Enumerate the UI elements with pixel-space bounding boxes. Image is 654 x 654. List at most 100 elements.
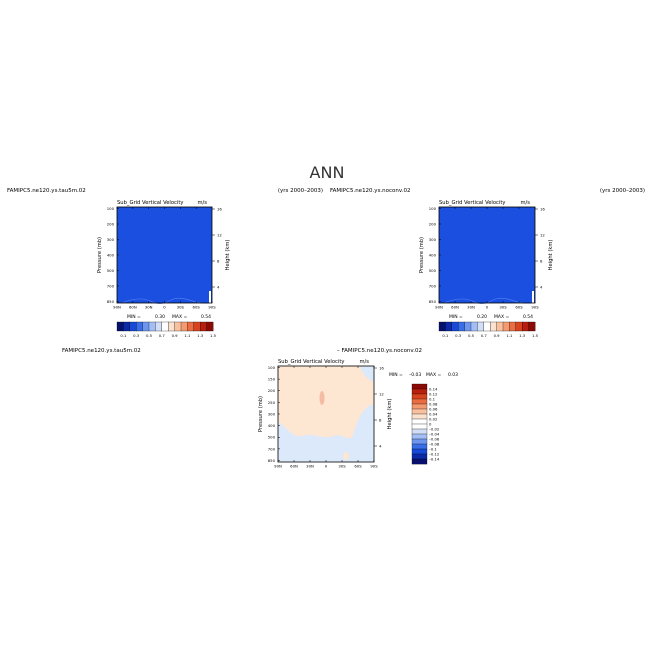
colorbar-label: –0.1	[429, 446, 438, 451]
colorbar-swatch	[515, 321, 523, 332]
y-axis-right-label: Height (km)	[387, 399, 393, 430]
max-label: MAX =	[426, 372, 441, 378]
colorbar-swatch	[411, 433, 428, 440]
colorbar-label: 0.9	[172, 333, 179, 338]
colorbar-label: 0.02	[429, 416, 438, 421]
y-right-tick-label: 8	[379, 417, 382, 422]
colorbar-swatch	[445, 321, 453, 332]
colorbar-label: 1.3	[197, 333, 204, 338]
colorbar-label: –0.08	[429, 441, 440, 446]
y-tick-label: 500	[429, 268, 437, 273]
y-tick-label: 300	[107, 237, 115, 242]
y-tick-label: 100	[268, 365, 276, 370]
max-value: 0.54	[523, 314, 533, 320]
years-label: (yrs 2000–2003)	[278, 188, 323, 194]
colorbar-label: 0.1	[120, 333, 127, 338]
colorbar-swatch	[509, 321, 517, 332]
colorbar-label: 0.12	[429, 391, 438, 396]
colorbar-swatch	[116, 321, 124, 332]
colorbar-label: 0.1	[429, 396, 436, 401]
x-tick-label: 90S	[370, 464, 378, 469]
colorbar-swatch	[142, 321, 150, 332]
x-tick-label: 60S	[354, 464, 362, 469]
y-tick-label: 500	[268, 435, 276, 440]
units-label: m/s	[197, 200, 207, 206]
colorbar-swatch	[206, 321, 214, 332]
y-right-tick-label: 12	[540, 232, 545, 237]
colorbar-swatch	[522, 321, 529, 332]
colorbar-label: 1.5	[532, 333, 539, 338]
colorbar-swatch	[458, 321, 465, 332]
colorbar-swatch	[477, 321, 485, 332]
colorbar-label: 0.3	[133, 333, 140, 338]
y-right-tick-label: 4	[217, 284, 220, 289]
max-label: MAX =	[494, 314, 509, 320]
years-label: (yrs 2000–2003)	[600, 188, 645, 194]
figure-title: ANN	[310, 163, 345, 182]
x-tick-label: 90N	[435, 305, 443, 310]
colorbar-swatch	[411, 408, 428, 415]
colorbar-swatch	[411, 443, 428, 450]
min-label: MIN =	[127, 314, 141, 320]
colorbar-swatch	[411, 413, 428, 420]
y-tick-label: 200	[429, 221, 437, 226]
case-label: FAMIPC5.ne120.ys.tau5m.02	[7, 188, 86, 194]
y-right-tick-label: 12	[217, 232, 222, 237]
colorbar-label: 1.1	[506, 333, 513, 338]
chart-panel-3: FAMIPC5.ne120.ys.tau5m.02 – FAMIPC5.ne120…	[62, 348, 458, 469]
high-lat-strip	[209, 291, 211, 303]
colorbar-swatch	[411, 393, 428, 400]
x-tick-label: 90S	[531, 305, 539, 310]
chart-panel-1: FAMIPC5.ne120.ys.tau5m.02 (yrs 2000–2003)…	[7, 188, 323, 338]
colorbar-swatch	[123, 321, 131, 332]
colorbar-swatch	[129, 321, 137, 332]
x-tick-label: 60N	[129, 305, 137, 310]
case-label: FAMIPC5.ne120.ys.noconv.02	[330, 188, 410, 194]
x-tick-label: 0	[163, 305, 166, 310]
colorbar-label: 1.5	[210, 333, 217, 338]
panels-group: FAMIPC5.ne120.ys.tau5m.02 (yrs 2000–2003)…	[7, 188, 645, 469]
y-right-tick-label: 16	[540, 206, 545, 211]
colorbar-label: 0.14	[429, 386, 438, 391]
max-value: 0.54	[201, 314, 211, 320]
colorbar-label: –0.14	[429, 456, 440, 461]
chart-panel-2: FAMIPC5.ne120.ys.noconv.02 (yrs 2000–2003…	[330, 188, 645, 338]
colorbar-label: 0.9	[494, 333, 501, 338]
x-tick-label: 0	[486, 305, 489, 310]
colorbar-swatch	[411, 428, 428, 435]
colorbar-label: 0.5	[468, 333, 475, 338]
x-tick-label: 30S	[177, 305, 185, 310]
y-tick-label: 250	[268, 400, 276, 405]
colorbar-swatch	[411, 403, 428, 410]
y-axis-right-label: Height (km)	[225, 240, 231, 271]
colorbar-swatch	[490, 321, 497, 332]
colorbar-swatch	[174, 321, 182, 332]
y-tick-label: 300	[268, 411, 276, 416]
x-tick-label: 60S	[515, 305, 523, 310]
colorbar-swatch	[411, 438, 428, 445]
colorbar-label: 0.04	[429, 411, 438, 416]
x-tick-label: 30N	[145, 305, 153, 310]
x-tick-label: 60S	[193, 305, 201, 310]
y-tick-label: 700	[429, 283, 437, 288]
y-right-tick-label: 8	[540, 258, 543, 263]
colorbar-swatch	[502, 321, 510, 332]
colorbar-label: –0.12	[429, 451, 440, 456]
colorbar-swatch	[451, 321, 459, 332]
colorbar-label: 0.06	[429, 406, 438, 411]
colorbar-swatch	[438, 321, 446, 332]
x-tick-label: 60N	[290, 464, 298, 469]
colorbar-swatch	[411, 398, 428, 405]
colorbar-label: 0.7	[159, 333, 166, 338]
y-axis-label: Pressure (mb)	[419, 237, 425, 273]
y-axis-label: Pressure (mb)	[97, 237, 103, 273]
colorbar-label: 0.5	[146, 333, 153, 338]
colorbar-swatch	[411, 388, 428, 395]
colorbar-swatch	[470, 321, 478, 332]
x-tick-label: 30N	[306, 464, 314, 469]
y-tick-label: 100	[429, 206, 437, 211]
y-axis-right-label: Height (km)	[548, 240, 554, 271]
field-area	[117, 207, 212, 303]
colorbar-swatch	[483, 321, 491, 332]
colorbar-swatch	[411, 453, 428, 460]
